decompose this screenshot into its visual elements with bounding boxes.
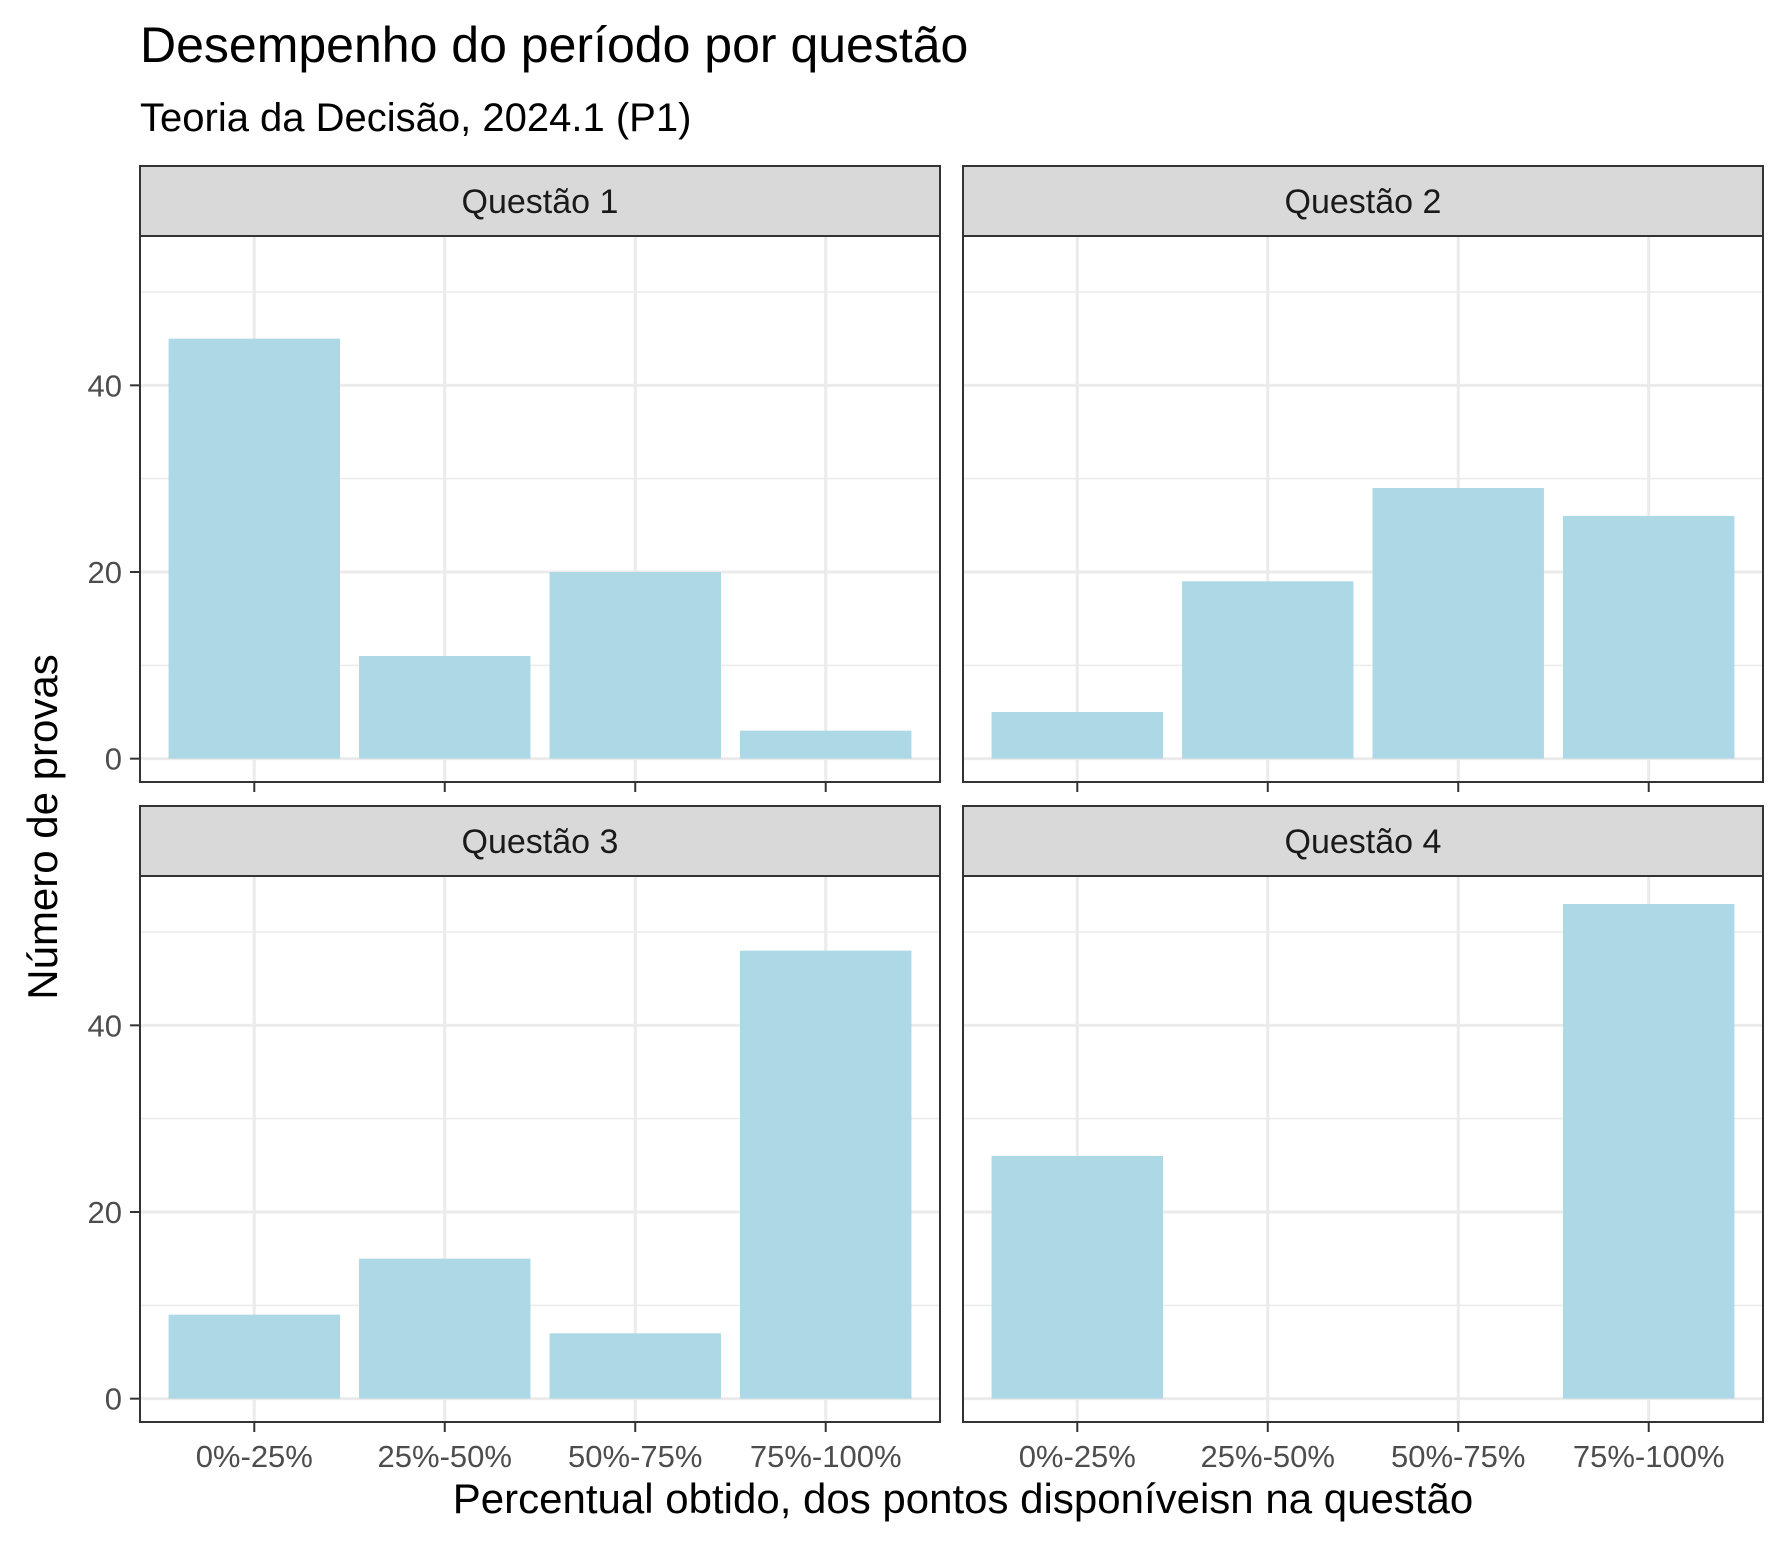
- bar: [1372, 488, 1544, 759]
- chart-title: Desempenho do período por questão: [140, 17, 968, 73]
- bar: [1182, 581, 1354, 759]
- bar: [740, 730, 912, 759]
- panel-border: [139, 875, 941, 1423]
- y-tick-label: 0: [105, 742, 122, 777]
- facet-strip-label: Questão 1: [462, 183, 619, 221]
- bar: [1563, 516, 1735, 759]
- facet-strip-label: Questão 3: [462, 823, 619, 861]
- x-tick-label: 50%-75%: [568, 1439, 702, 1474]
- y-tick-label: 40: [88, 368, 122, 403]
- bar: [359, 656, 531, 759]
- y-tick-label: 40: [88, 1008, 122, 1043]
- bar: [1563, 904, 1735, 1399]
- y-axis-title: Número de provas: [19, 654, 66, 1000]
- facet-strip-label: Questão 4: [1285, 823, 1442, 861]
- x-tick-label: 0%-25%: [1019, 1439, 1136, 1474]
- panel-border: [962, 235, 1764, 783]
- bar: [359, 1258, 531, 1399]
- facet-panel: Questão 3 0 20 40 0%-25% 25%-50% 50%-75% 75%-10…: [88, 805, 941, 1474]
- panel-border: [139, 235, 941, 783]
- bar: [168, 338, 340, 759]
- facet-panel: Questão 1 0 20 40: [88, 165, 941, 792]
- x-tick-label: 50%-75%: [1391, 1439, 1525, 1474]
- facet-panel: Questão 2: [962, 165, 1764, 792]
- y-tick-label: 20: [88, 1195, 122, 1230]
- y-tick-label: 20: [88, 555, 122, 590]
- bar: [991, 712, 1163, 759]
- x-tick-label: 0%-25%: [196, 1439, 313, 1474]
- facet-strip: [962, 165, 1764, 237]
- bar: [740, 950, 912, 1399]
- x-tick-label: 75%-100%: [1573, 1439, 1725, 1474]
- panel-border: [962, 875, 1764, 1423]
- y-tick-label: 0: [105, 1382, 122, 1417]
- bar: [549, 1333, 721, 1399]
- facet-strip: [139, 805, 941, 877]
- bar: [991, 1156, 1163, 1399]
- facet-panel: Questão 4 0%-25% 25%-50% 50%-75% 75%-100%: [962, 805, 1764, 1474]
- x-axis-title: Percentual obtido, dos pontos disponívei…: [453, 1475, 1473, 1522]
- chart-subtitle: Teoria da Decisão, 2024.1 (P1): [140, 96, 691, 140]
- facet-strip-label: Questão 2: [1285, 183, 1442, 221]
- facet-strip: [139, 165, 941, 237]
- x-tick-label: 25%-50%: [378, 1439, 512, 1474]
- bar: [168, 1314, 340, 1399]
- bar: [549, 572, 721, 759]
- facet-strip: [962, 805, 1764, 877]
- facet-panels: Questão 1 0 20 40 Questão 2 Questão 3 0 20 40 0%-…: [88, 165, 1764, 1474]
- x-tick-label: 25%-50%: [1201, 1439, 1335, 1474]
- x-tick-label: 75%-100%: [750, 1439, 902, 1474]
